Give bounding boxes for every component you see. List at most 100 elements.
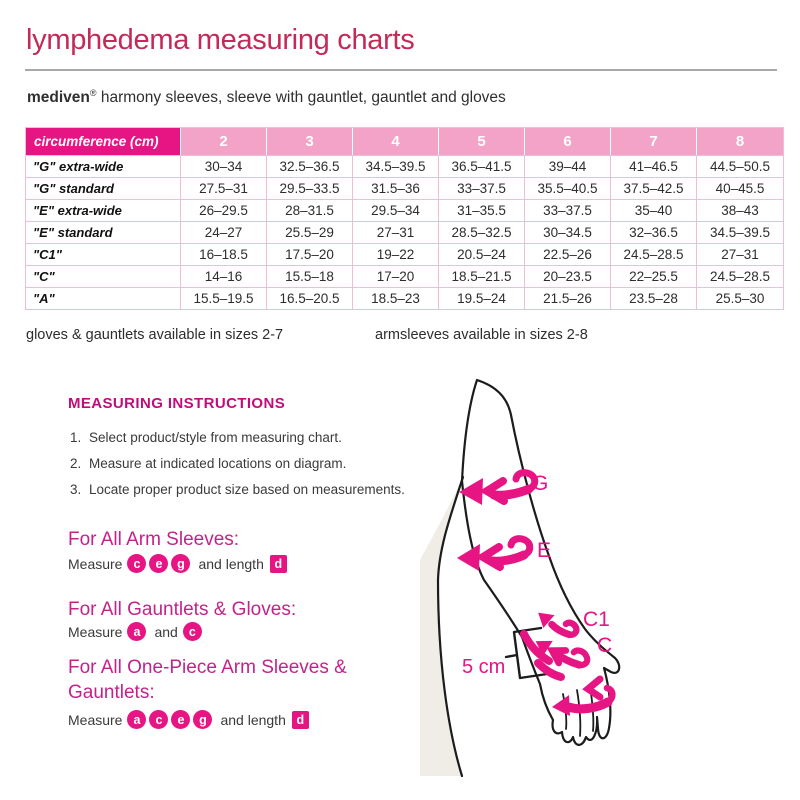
measuring-instructions-heading: MEASURING INSTRUCTIONS xyxy=(68,395,286,412)
measure-point-badge-a: a xyxy=(127,622,147,641)
range-cell: 29.5–34 xyxy=(353,199,439,221)
label-c: C xyxy=(597,634,612,657)
range-cell: 20.5–24 xyxy=(439,243,525,265)
title-divider xyxy=(25,69,777,71)
range-cell: 29.5–33.5 xyxy=(267,177,353,199)
range-cell: 38–43 xyxy=(697,199,783,221)
range-cell: 24.5–28.5 xyxy=(697,265,783,287)
size-column-header: 6 xyxy=(525,128,611,155)
arm-shape xyxy=(460,378,621,746)
label-g: G xyxy=(532,472,548,495)
size-column-header: 7 xyxy=(611,128,697,155)
gloves-availability-note: gloves & gauntlets available in sizes 2-… xyxy=(26,327,284,343)
range-cell: 36.5–41.5 xyxy=(439,155,525,177)
measure-point-badge-g: g xyxy=(171,554,191,573)
range-cell: 39–44 xyxy=(525,155,611,177)
measure-arrow-c1 xyxy=(538,612,580,639)
table-row: "E" extra-wide 26–29.5 28–31.5 29.5–34 31–35… xyxy=(26,199,783,221)
range-cell: 32.5–36.5 xyxy=(267,155,353,177)
size-column-header: 8 xyxy=(697,128,783,155)
range-cell: 24–27 xyxy=(181,221,267,243)
arm-sleeves-measure-line: Measure c e g and length d xyxy=(68,554,287,573)
measure-point-badge-c: c xyxy=(182,622,202,641)
table-row: "A" 15.5–19.5 16.5–20.5 18.5–23 19.5–24 21.5–… xyxy=(26,287,783,309)
range-cell: 34.5–39.5 xyxy=(697,221,783,243)
range-cell: 19.5–24 xyxy=(439,287,525,309)
table-row: "G" standard 27.5–31 29.5–33.5 31.5–36 33–37… xyxy=(26,177,783,199)
measure-point-badge-e: e xyxy=(171,710,191,729)
gauntlets-gloves-measure-line: Measure a and c xyxy=(68,622,205,641)
row-label: "A" xyxy=(26,287,181,309)
measure-point-badge-a: a xyxy=(127,710,147,729)
range-cell: 41–46.5 xyxy=(611,155,697,177)
range-cell: 18.5–21.5 xyxy=(439,265,525,287)
brand-name: mediven xyxy=(27,89,90,107)
gauntlets-gloves-heading: For All Gauntlets & Gloves: xyxy=(68,599,297,620)
subtitle-rest: harmony sleeves, sleeve with gauntlet, g… xyxy=(96,89,506,107)
measure-point-badge-g: g xyxy=(193,710,213,729)
range-cell: 25.5–30 xyxy=(697,287,783,309)
range-cell: 16–18.5 xyxy=(181,243,267,265)
registered-mark: ® xyxy=(89,88,97,98)
row-label: "C" xyxy=(26,265,181,287)
range-cell: 15.5–18 xyxy=(267,265,353,287)
measure-text: and xyxy=(154,623,178,640)
size-column-header: 2 xyxy=(181,128,267,155)
range-cell: 17.5–20 xyxy=(267,243,353,265)
size-column-header: 3 xyxy=(267,128,353,155)
range-cell: 14–16 xyxy=(181,265,267,287)
arm-measurement-diagram: G E C1 C 5 cm xyxy=(420,378,621,778)
label-5cm: 5 cm xyxy=(462,656,505,678)
row-label: "C1" xyxy=(26,243,181,265)
instructions-list: Select product/style from measuring char… xyxy=(68,430,405,508)
size-column-header: 5 xyxy=(439,128,525,155)
range-cell: 44.5–50.5 xyxy=(697,155,783,177)
range-cell: 19–22 xyxy=(353,243,439,265)
range-cell: 15.5–19.5 xyxy=(181,287,267,309)
product-subtitle: mediven® harmony sleeves, sleeve with ga… xyxy=(27,88,506,107)
five-cm-bracket xyxy=(504,626,549,680)
range-cell: 17–20 xyxy=(353,265,439,287)
range-cell: 22–25.5 xyxy=(611,265,697,287)
page-title: lymphedema measuring charts xyxy=(26,24,415,56)
range-cell: 20–23.5 xyxy=(525,265,611,287)
length-badge-d: d xyxy=(269,554,287,573)
measure-arrow-e xyxy=(457,535,534,571)
range-cell: 23.5–28 xyxy=(611,287,697,309)
range-cell: 16.5–20.5 xyxy=(267,287,353,309)
measure-arrow-knuckles xyxy=(552,675,616,716)
range-cell: 30–34 xyxy=(181,155,267,177)
measure-text: Measure xyxy=(68,555,123,572)
range-cell: 27–31 xyxy=(697,243,783,265)
one-piece-heading: For All One-Piece Arm Sleeves & Gauntlet… xyxy=(68,657,347,703)
measure-arrow-c xyxy=(535,640,591,669)
range-cell: 32–36.5 xyxy=(611,221,697,243)
range-cell: 18.5–23 xyxy=(353,287,439,309)
table-row: "E" standard 24–27 25.5–29 27–31 28.5–32.5 30… xyxy=(26,221,783,243)
table-row: "G" extra-wide 30–34 32.5–36.5 34.5–39.5 36.… xyxy=(26,155,783,177)
range-cell: 24.5–28.5 xyxy=(611,243,697,265)
table-row: "C" 14–16 15.5–18 17–20 18.5–21.5 20–23.5 22–2… xyxy=(26,265,783,287)
range-cell: 31.5–36 xyxy=(353,177,439,199)
circumference-header: circumference (cm) xyxy=(26,128,181,155)
arm-sleeves-heading: For All Arm Sleeves: xyxy=(68,529,240,550)
range-cell: 25.5–29 xyxy=(267,221,353,243)
measure-arrow-g xyxy=(459,469,539,505)
measure-point-badge-c: c xyxy=(127,554,147,573)
range-cell: 33–37.5 xyxy=(525,199,611,221)
range-cell: 22.5–26 xyxy=(525,243,611,265)
range-cell: 40–45.5 xyxy=(697,177,783,199)
range-cell: 37.5–42.5 xyxy=(611,177,697,199)
row-label: "G" standard xyxy=(26,177,181,199)
range-cell: 34.5–39.5 xyxy=(353,155,439,177)
range-cell: 27–31 xyxy=(353,221,439,243)
armsleeves-availability-note: armsleeves available in sizes 2-8 xyxy=(375,327,588,343)
label-c1: C1 xyxy=(583,608,610,631)
range-cell: 31–35.5 xyxy=(439,199,525,221)
length-badge-d: d xyxy=(291,710,309,729)
table-row: "C1" 16–18.5 17.5–20 19–22 20.5–24 22.5–26 24.… xyxy=(26,243,783,265)
row-label: "E" extra-wide xyxy=(26,199,181,221)
